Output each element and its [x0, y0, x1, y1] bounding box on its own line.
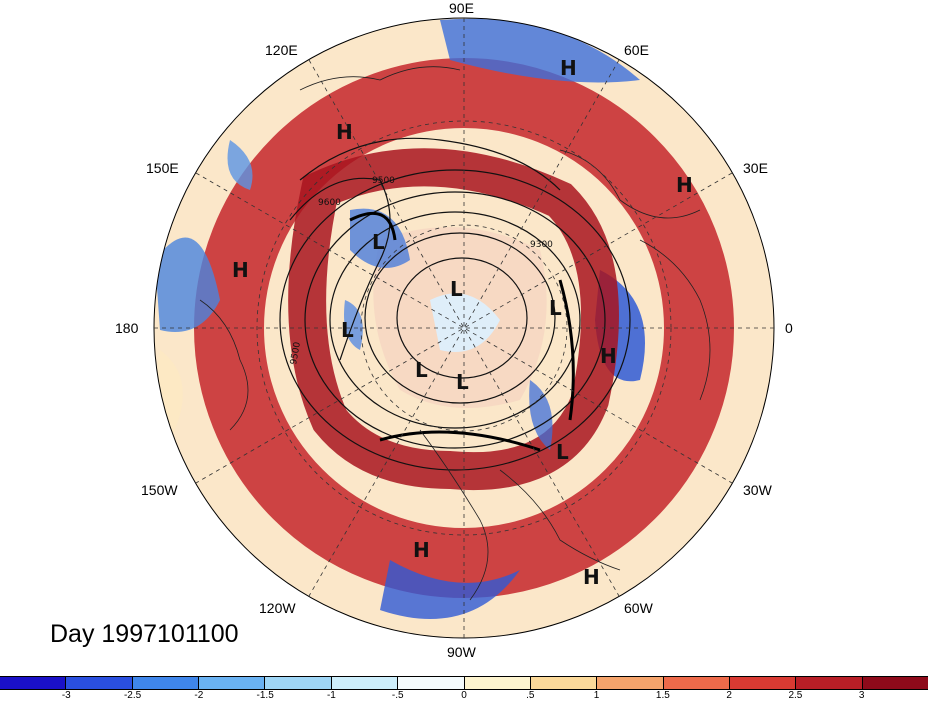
graticule — [154, 18, 774, 638]
low-pressure-marker: L — [372, 230, 385, 254]
colorbar-swatch — [729, 677, 797, 689]
colorbar-swatch — [265, 677, 332, 689]
low-pressure-marker: L — [456, 370, 469, 394]
colorbar-tick-label: .5 — [526, 690, 535, 701]
colorbar-tick-label: -3 — [61, 690, 71, 701]
lon-label-120w: 120W — [259, 600, 296, 616]
lon-label-30w: 30W — [743, 482, 772, 498]
lon-label-60w: 60W — [624, 600, 653, 616]
colorbar-swatch — [464, 677, 531, 689]
contour-label: 9500 — [289, 341, 303, 366]
high-pressure-marker: H — [676, 173, 693, 197]
colorbar-tick-label: -.5 — [391, 690, 404, 701]
low-pressure-marker: L — [415, 358, 428, 382]
low-pressure-marker: L — [341, 318, 354, 342]
contour-label: 9500 — [372, 176, 395, 186]
lon-label-90e: 90E — [449, 0, 474, 16]
high-pressure-marker: H — [413, 538, 430, 562]
colorbar-swatch — [530, 677, 598, 689]
colorbar-swatch — [398, 677, 465, 689]
colorbar-swatch — [66, 677, 133, 689]
colorbar-swatch — [796, 677, 863, 689]
lon-label-120e: 120E — [265, 42, 298, 58]
colorbar-tick-label: 3 — [858, 690, 865, 701]
colorbar-tick-label: 2.5 — [788, 690, 803, 701]
colorbar-swatch — [862, 677, 928, 689]
lon-label-30e: 30E — [743, 160, 768, 176]
high-pressure-marker: H — [600, 344, 617, 368]
colorbar-tick-label: 1 — [593, 690, 600, 701]
low-pressure-marker: L — [556, 440, 569, 464]
colorbar-swatch — [199, 677, 266, 689]
high-pressure-marker: H — [232, 258, 249, 282]
colorbar-tick-label: -1.5 — [256, 690, 274, 701]
contour-label: 9300 — [530, 240, 553, 250]
lon-label-90w: 90W — [447, 644, 476, 660]
contour-labels: 9600 9500 9300 9500 — [289, 176, 553, 366]
colorbar — [0, 676, 928, 690]
colorbar-tick-label: 1.5 — [655, 690, 670, 701]
colorbar-tick-label: -2.5 — [123, 690, 142, 701]
colorbar-tick-label: -1 — [326, 690, 336, 701]
colorbar-tick-label: -2 — [194, 690, 204, 701]
high-pressure-marker: H — [336, 120, 353, 144]
contour-label: 9600 — [318, 198, 341, 208]
lon-label-150e: 150E — [146, 160, 179, 176]
colorbar-ticks: -3 -2.5 -2 -1.5 -1 -.5 0 .5 1 1.5 2 2.5 3 — [0, 690, 928, 702]
low-pressure-marker: L — [549, 296, 562, 320]
colorbar-swatch — [663, 677, 730, 689]
map-title: Day 1997101100 — [50, 620, 239, 648]
colorbar-swatch — [597, 677, 664, 689]
colorbar-tick-label: 2 — [726, 690, 732, 701]
colorbar-swatch — [0, 677, 67, 689]
colorbar-swatch — [132, 677, 200, 689]
lon-label-150w: 150W — [141, 482, 178, 498]
high-pressure-marker: H — [583, 565, 600, 589]
lon-label-60e: 60E — [624, 42, 649, 58]
high-pressure-marker: H — [560, 56, 577, 80]
colorbar-swatch — [331, 677, 399, 689]
colorbar-tick-label: 0 — [461, 690, 467, 701]
lon-label-180: 180 — [115, 320, 139, 336]
lon-label-0: 0 — [785, 320, 793, 336]
low-pressure-marker: L — [450, 277, 463, 301]
